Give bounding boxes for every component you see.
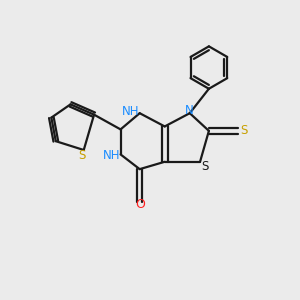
Text: NH: NH: [103, 149, 121, 162]
Text: O: O: [135, 198, 145, 211]
Text: S: S: [201, 160, 208, 173]
Text: N: N: [185, 104, 194, 117]
Text: S: S: [79, 149, 86, 162]
Text: S: S: [241, 124, 248, 137]
Text: NH: NH: [122, 105, 140, 118]
